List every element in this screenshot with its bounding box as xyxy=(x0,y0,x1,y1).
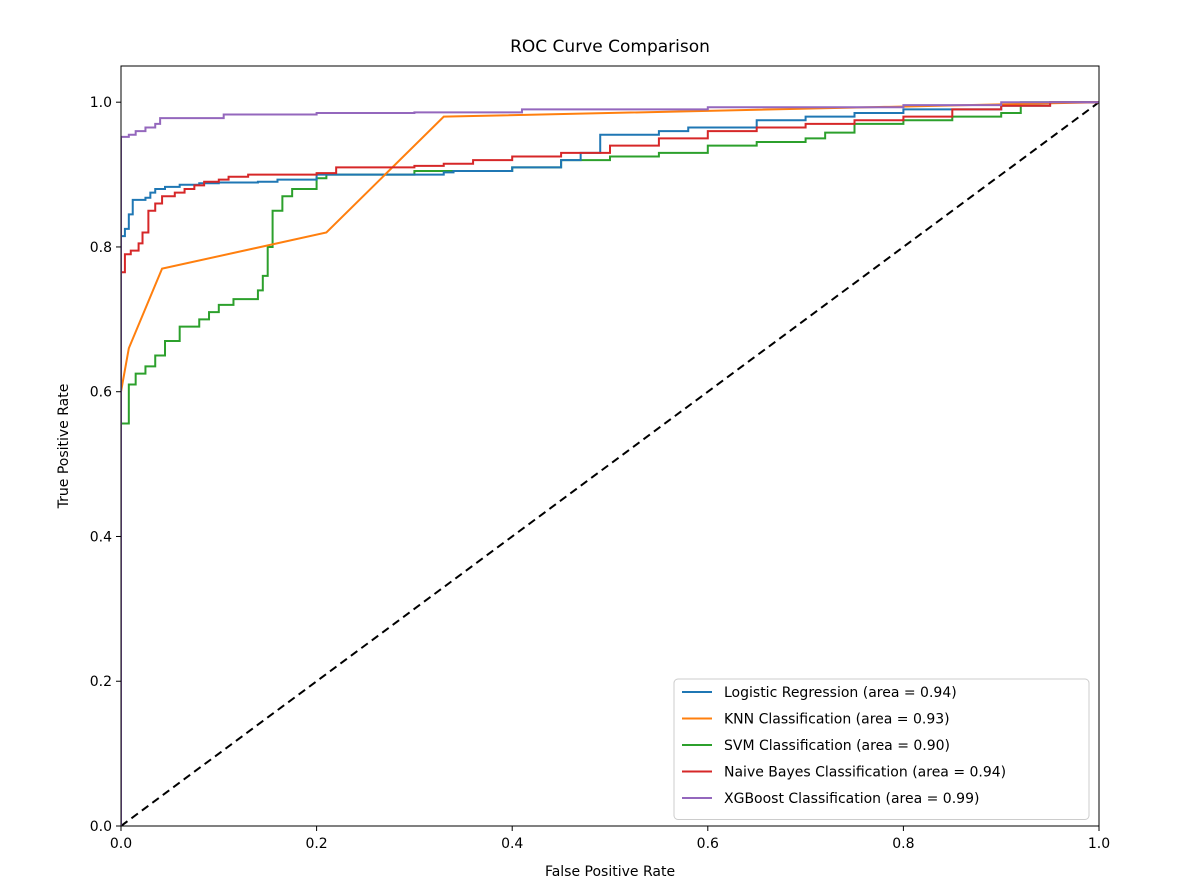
y-tick-label: 0.8 xyxy=(90,240,112,256)
y-tick-label: 0.2 xyxy=(90,674,112,690)
series-line-3 xyxy=(121,101,1099,826)
reference-diagonal-line xyxy=(121,101,1099,826)
y-tick-label: 0.4 xyxy=(90,529,112,545)
legend-box xyxy=(673,678,1090,820)
y-axis-title: True Positive Rate xyxy=(56,384,72,510)
y-axis: 0.0 0.2 0.4 0.6 0.8 1.0 xyxy=(90,95,121,835)
plot-frame xyxy=(120,65,1100,827)
legend-label: Naive Bayes Classification (area = 0.94) xyxy=(724,765,1006,781)
x-tick-label: 0.0 xyxy=(110,836,132,852)
x-axis-title: False Positive Rate xyxy=(545,864,675,880)
legend: Logistic Regression (area = 0.94) KNN Cla… xyxy=(673,678,1090,820)
x-tick-label: 0.2 xyxy=(305,836,327,852)
legend-label: KNN Classification (area = 0.93) xyxy=(724,712,950,728)
x-tick-label: 0.8 xyxy=(892,836,914,852)
x-tick-label: 0.6 xyxy=(697,836,719,852)
series-layer xyxy=(121,101,1099,826)
x-tick-label: 1.0 xyxy=(1088,836,1110,852)
y-tick-label: 0.0 xyxy=(90,819,112,835)
chart-title: ROC Curve Comparison xyxy=(510,37,710,57)
x-axis: 0.0 0.2 0.4 0.6 0.8 1.0 xyxy=(110,826,1110,852)
legend-label: XGBoost Classification (area = 0.99) xyxy=(724,791,979,807)
x-tick-label: 0.4 xyxy=(501,836,523,852)
series-line-2 xyxy=(121,101,1099,826)
y-tick-label: 0.6 xyxy=(90,385,112,401)
series-line-4 xyxy=(121,101,1099,826)
series-line-0 xyxy=(121,101,1099,826)
series-line-1 xyxy=(121,101,1099,826)
legend-label: Logistic Regression (area = 0.94) xyxy=(724,685,957,701)
legend-label: SVM Classification (area = 0.90) xyxy=(724,738,950,754)
y-tick-label: 1.0 xyxy=(90,95,112,111)
